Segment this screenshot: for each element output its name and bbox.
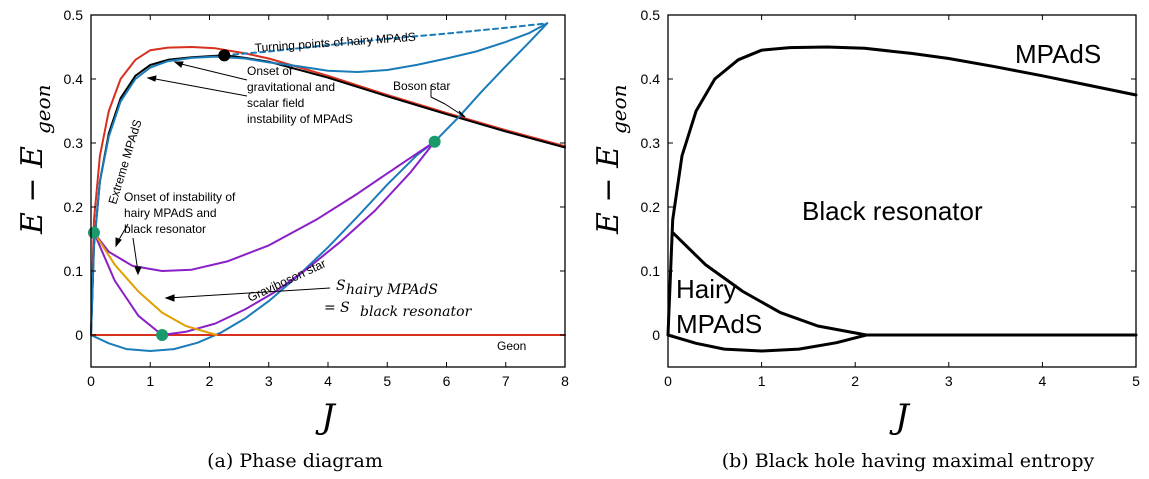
arrow-head-entropy — [164, 294, 175, 302]
panel-a-marker-1 — [156, 329, 169, 341]
annotation-onset-inst-1: Onset of instability of — [124, 190, 236, 204]
annotation-entropy-eq-sub: black resonator — [360, 304, 473, 320]
y-tick-label: 0.4 — [641, 71, 661, 87]
region-label-black-resonator: Black resonator — [802, 196, 983, 226]
x-tick-label: 3 — [945, 373, 953, 389]
x-tick-label: 4 — [1039, 373, 1047, 389]
y-tick-label: 0.1 — [641, 263, 661, 279]
arrow-head-onset-grav-a — [173, 61, 184, 68]
y-tick-label: 0.5 — [64, 7, 84, 23]
panel-a-series-line-5 — [93, 140, 436, 272]
panel-a-y-label-main: E − E — [15, 146, 50, 235]
annotation-onset-grav-1: Onset of — [247, 64, 293, 78]
arrow-head-onset-inst-a — [115, 237, 122, 248]
x-tick-label: 6 — [443, 373, 451, 389]
annotation-boson-star: Boson star — [393, 79, 450, 93]
x-tick-label: 1 — [146, 373, 154, 389]
panel-b-chart: 0 1 2 3 4 5 0 0.1 0.2 0.3 0.4 0.5 J E − E geon MPAd… — [591, 7, 1140, 437]
panel-a-chart: 0 1 2 3 4 5 6 7 8 0 0.1 0.2 0.3 0.4 0.5 J E − E geon T… — [15, 7, 569, 437]
panel-a-series-line-3 — [90, 22, 549, 352]
arrow-boson-star-a — [430, 96, 446, 105]
panel-b-y-label-main: E − E — [591, 146, 626, 235]
y-tick-label: 0.3 — [64, 135, 84, 151]
annotation-entropy-eq: = S — [324, 300, 350, 316]
x-tick-label: 1 — [758, 373, 766, 389]
panel-b-series-line-1 — [671, 231, 868, 337]
panel-b-series-layer — [666, 45, 1138, 353]
annotation-onset-inst-3: black resonator — [124, 222, 206, 236]
arrow-entropy — [167, 287, 331, 299]
annotation-onset-inst-2: hairy MPAdS and — [124, 206, 217, 220]
annotation-onset-grav-4: instability of MPAdS — [247, 112, 353, 126]
panel-a-y-label-sub: geon — [31, 84, 55, 134]
panel-a-marker-2 — [428, 135, 441, 148]
caption-panel-a: (a) Phase diagram — [207, 450, 383, 472]
region-label-mpads: MPAdS — [1015, 39, 1101, 69]
panel-a-series-line-4 — [223, 22, 549, 57]
y-tick-label: 0.5 — [641, 7, 661, 23]
y-tick-label: 0.2 — [64, 199, 84, 215]
y-tick-label: 0.1 — [64, 263, 84, 279]
panel-a-x-axis-label: J — [315, 397, 337, 437]
x-tick-label: 0 — [87, 373, 95, 389]
annotation-entropy-s: S — [336, 278, 346, 294]
arrow-head-boson-star — [458, 110, 466, 118]
annotation-onset-grav-3: scalar field — [247, 96, 304, 110]
x-tick-label: 5 — [1132, 373, 1140, 389]
y-tick-label: 0.3 — [641, 135, 661, 151]
panel-b-y-axis-label: E − E geon — [591, 84, 631, 235]
x-tick-label: 2 — [206, 373, 214, 389]
region-label-hairy-1: Hairy — [676, 274, 737, 304]
arrow-onset-grav-a — [176, 62, 248, 81]
panel-b-x-axis-label: J — [889, 397, 911, 437]
y-tick-label: 0 — [75, 327, 83, 343]
x-tick-label: 4 — [324, 373, 332, 389]
panel-a-series-line-0 — [90, 46, 566, 336]
x-tick-label: 0 — [664, 373, 672, 389]
panel-b-series-line-2 — [666, 333, 1138, 353]
panel-b-series-line-0 — [666, 45, 1138, 337]
x-tick-label: 5 — [383, 373, 391, 389]
panel-a-marker-0 — [87, 226, 100, 239]
x-tick-label: 2 — [851, 373, 859, 389]
arrow-head-onset-inst-b — [134, 266, 142, 276]
x-tick-label: 3 — [265, 373, 273, 389]
panel-b-plot-frame — [667, 14, 1137, 368]
panel-a-series-line-7 — [93, 140, 436, 336]
panel-a-series-layer — [90, 22, 566, 352]
y-tick-label: 0.4 — [64, 71, 84, 87]
annotation-entropy-s-sub: hairy MPAdS — [346, 282, 438, 298]
arrow-onset-inst-b — [132, 237, 139, 273]
panel-b-y-label-sub: geon — [607, 84, 631, 134]
panel-a-marker-3 — [218, 49, 231, 62]
y-tick-label: 0.2 — [641, 199, 661, 215]
region-label-hairy-2: MPAdS — [676, 309, 762, 339]
panel-a-y-axis-label: E − E geon — [15, 84, 55, 235]
caption-panel-b: (b) Black hole having maximal entropy — [722, 450, 1095, 472]
panel-a-series-line-8 — [93, 231, 218, 336]
y-tick-label: 0 — [652, 327, 660, 343]
panel-a-series-line-2 — [90, 22, 549, 336]
x-tick-label: 8 — [561, 373, 569, 389]
arrow-head-onset-grav-b — [146, 75, 157, 82]
annotation-onset-grav-2: gravitational and — [247, 80, 335, 94]
annotation-graviboson-star: Graviboson star — [245, 256, 328, 304]
annotation-geon: Geon — [497, 339, 526, 353]
panel-a-annotation-arrows — [115, 61, 466, 302]
arrow-onset-grav-b — [149, 77, 248, 97]
annotation-turning-points: Turning points of hairy MPAdS — [254, 30, 416, 55]
x-tick-label: 7 — [502, 373, 510, 389]
